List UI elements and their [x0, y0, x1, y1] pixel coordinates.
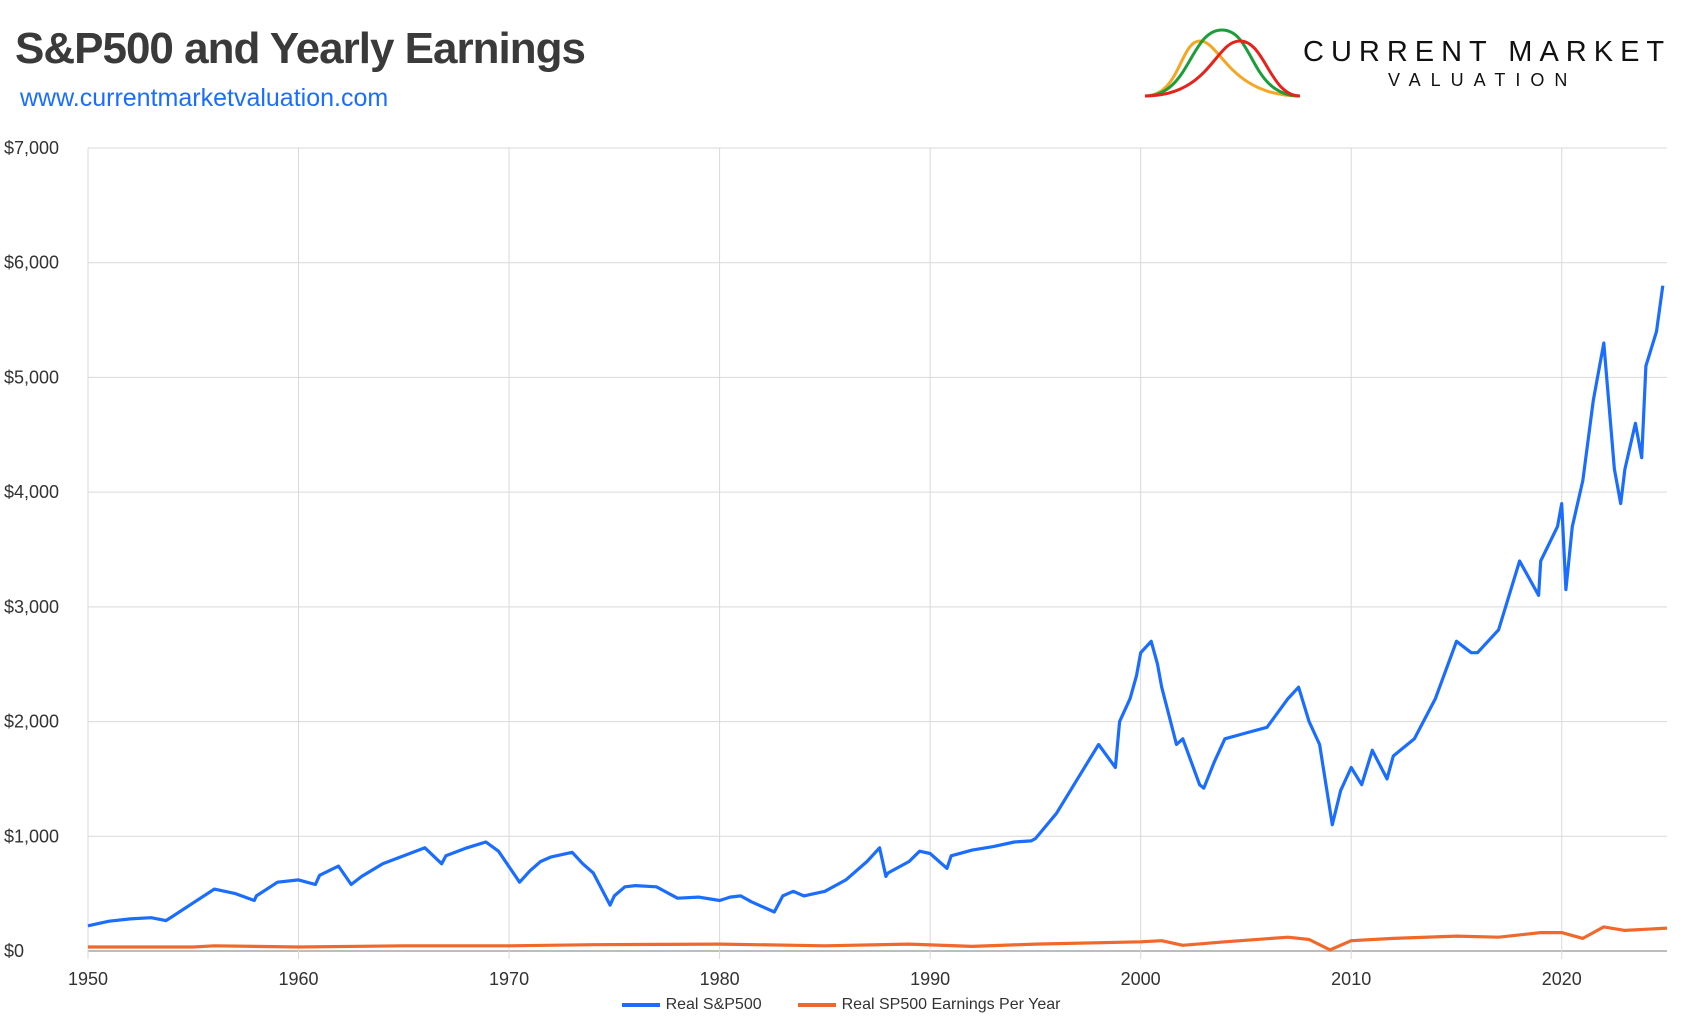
y-tick-label: $7,000: [4, 138, 59, 158]
line-chart: $0 $1,000 $2,000 $3,000 $4,000 $5,000 $6,000 $7…: [4, 138, 1668, 989]
y-tick-label: $4,000: [4, 482, 59, 502]
y-tick-label: $1,000: [4, 826, 59, 846]
logo-subtext: VALUATION: [1388, 70, 1578, 90]
x-tick-label: 1960: [279, 969, 319, 989]
y-tick-label: $0: [4, 941, 24, 961]
y-tick-label: $6,000: [4, 253, 59, 273]
sp500-line: [87, 285, 1665, 928]
earnings-line: [88, 925, 1668, 952]
x-tick-label: 2010: [1331, 969, 1371, 989]
legend-label: Real SP500 Earnings Per Year: [841, 996, 1061, 1013]
x-tick-label: 1950: [68, 969, 108, 989]
legend-swatch: [797, 1003, 836, 1007]
chart-title: S&P500 and Yearly Earnings: [15, 24, 586, 73]
legend-label: Real S&P500: [665, 996, 762, 1013]
x-tick-label: 2020: [1542, 969, 1582, 989]
logo-text: CURRENT MARKET: [1303, 36, 1672, 68]
y-tick-label: $2,000: [4, 712, 59, 732]
logo-bell-curves-icon: [1144, 28, 1301, 98]
y-tick-label: $3,000: [4, 597, 59, 617]
website-link[interactable]: www.currentmarketvaluation.com: [20, 84, 389, 112]
y-tick-label: $5,000: [4, 367, 59, 387]
x-tick-label: 2000: [1121, 969, 1161, 989]
legend-item-earnings: Real SP500 Earnings Per Year: [797, 996, 1061, 1014]
legend: Real S&P500 Real SP500 Earnings Per Year: [0, 996, 1682, 1014]
legend-swatch: [621, 1003, 660, 1007]
legend-item-sp500: Real S&P500: [621, 996, 762, 1014]
x-tick-label: 1990: [910, 969, 950, 989]
x-tick-label: 1970: [489, 969, 529, 989]
x-tick-label: 1980: [700, 969, 740, 989]
